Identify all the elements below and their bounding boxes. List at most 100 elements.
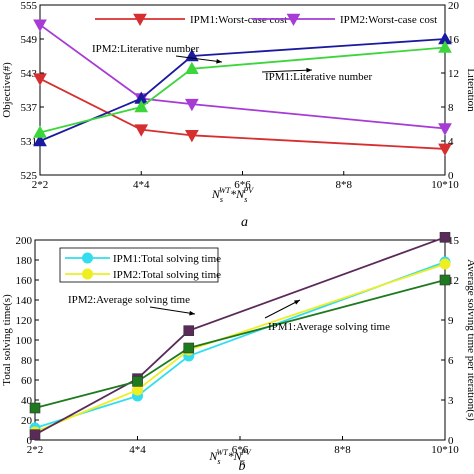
data-point xyxy=(439,232,451,243)
x-tick-label: 4*4 xyxy=(129,444,146,456)
annotation-arrow xyxy=(264,299,301,319)
x-axis-label: NsWT*NsPV xyxy=(211,186,254,204)
y-axis-label: Objective(#) xyxy=(1,62,13,118)
y2-tick-label: 15 xyxy=(448,235,460,247)
y2-tick-label: 20 xyxy=(448,0,460,12)
x-tick-label: 6*6 xyxy=(234,179,251,191)
annotation-arrow xyxy=(261,69,313,73)
annotation-arrowhead xyxy=(189,310,195,316)
y-tick-label: 60 xyxy=(21,375,33,387)
x-axis-label-part: N xyxy=(208,449,218,463)
data-point xyxy=(132,376,143,387)
y-tick-label: 180 xyxy=(16,255,33,267)
legend-marker xyxy=(82,268,93,280)
x-tick-label: 4*4 xyxy=(133,179,150,191)
series-line xyxy=(34,236,446,436)
x-tick-label: 8*8 xyxy=(334,444,351,456)
data-point xyxy=(33,125,47,138)
y-tick-label: 0 xyxy=(27,435,33,447)
y-tick-label: 555 xyxy=(21,0,38,12)
legend-label: IPM2:Total solving time xyxy=(113,269,221,281)
x-tick-label: 10*10 xyxy=(431,444,459,456)
y2-tick-label: 0 xyxy=(448,170,454,182)
annotation-label: IPM2:Average solving time xyxy=(68,294,190,306)
x-tick-label: 6*6 xyxy=(232,444,249,456)
x-axis-label-part: s xyxy=(220,195,223,204)
y-axis-label: Total solving time(s) xyxy=(1,294,13,386)
y-tick-label: 20 xyxy=(21,415,33,427)
legend-label: IPM1:Worst-case cost xyxy=(190,14,287,26)
series-line xyxy=(34,263,446,433)
y-tick-label: 40 xyxy=(21,395,33,407)
plot-frame xyxy=(39,4,446,176)
y2-tick-label: 4 xyxy=(448,136,454,148)
x-axis-label-part: s xyxy=(242,457,245,466)
data-point xyxy=(134,99,149,113)
x-axis-label-part: *N xyxy=(230,187,245,201)
y-tick-label: 160 xyxy=(16,275,33,287)
y-tick-label: 140 xyxy=(16,295,33,307)
data-point xyxy=(438,123,452,136)
y2-tick-label: 16 xyxy=(448,34,460,46)
annotation-label: IPM1:Literative number xyxy=(265,71,373,83)
data-point xyxy=(185,61,199,75)
x-axis-label-part: PV xyxy=(242,186,254,195)
x-axis-label-part: s xyxy=(244,195,247,204)
data-point xyxy=(33,19,47,32)
series-line xyxy=(34,279,446,409)
y2-tick-label: 6 xyxy=(448,355,454,367)
y-tick-label: 80 xyxy=(21,355,33,367)
y2-axis-label: Average solving time per iteration(s) xyxy=(465,259,474,421)
panel-caption: a xyxy=(241,215,248,230)
legend-label: IPM1:Total solving time xyxy=(113,253,221,265)
data-point xyxy=(185,130,199,143)
x-axis-label-part: WT xyxy=(217,448,229,457)
annotation-arrowhead xyxy=(294,300,300,305)
data-point xyxy=(185,98,199,112)
legend-box xyxy=(59,247,219,283)
data-point xyxy=(439,274,451,286)
y-tick-label: 537 xyxy=(21,102,38,114)
annotation-arrowhead xyxy=(306,67,312,73)
y-tick-label: 531 xyxy=(21,136,38,148)
data-point xyxy=(33,133,47,147)
x-axis-label-part: N xyxy=(211,187,221,201)
series-line xyxy=(34,261,446,429)
y2-tick-label: 12 xyxy=(448,275,459,287)
y-tick-label: 543 xyxy=(21,68,38,80)
y-tick-label: 525 xyxy=(21,170,38,182)
series-line xyxy=(39,46,446,134)
x-axis-label-part: PV xyxy=(240,448,252,457)
data-point xyxy=(438,40,452,53)
annotation-arrow xyxy=(149,306,196,315)
series-line xyxy=(39,77,446,150)
legend-marker xyxy=(82,252,93,264)
annotation-arrowhead xyxy=(216,58,222,64)
y-tick-label: 100 xyxy=(16,335,33,347)
legend-marker xyxy=(133,13,147,27)
x-tick-label: 8*8 xyxy=(336,179,353,191)
annotation-label: IPM1:Average solving time xyxy=(268,321,390,333)
x-axis-label-part: s xyxy=(217,457,220,466)
y-tick-label: 120 xyxy=(16,315,33,327)
y2-tick-label: 3 xyxy=(448,395,454,407)
y2-tick-label: 0 xyxy=(448,435,454,447)
plot-frame xyxy=(34,239,446,441)
y2-tick-label: 8 xyxy=(448,102,454,114)
legend-marker xyxy=(286,13,301,27)
annotation-arrow xyxy=(175,55,223,63)
x-tick-label: 2*2 xyxy=(27,444,44,456)
y-tick-label: 200 xyxy=(16,235,33,247)
x-axis-label-part: WT xyxy=(219,186,231,195)
y2-tick-label: 12 xyxy=(448,68,459,80)
panel-caption: b xyxy=(239,459,246,474)
y-tick-label: 549 xyxy=(21,34,38,46)
data-point xyxy=(29,429,41,440)
annotation-label: IPM2:Literative number xyxy=(92,43,200,55)
data-point xyxy=(183,342,195,354)
data-point xyxy=(33,73,47,86)
data-point xyxy=(29,402,41,414)
x-axis-label: NsWT*NsPV xyxy=(208,448,251,466)
data-point xyxy=(438,143,452,156)
